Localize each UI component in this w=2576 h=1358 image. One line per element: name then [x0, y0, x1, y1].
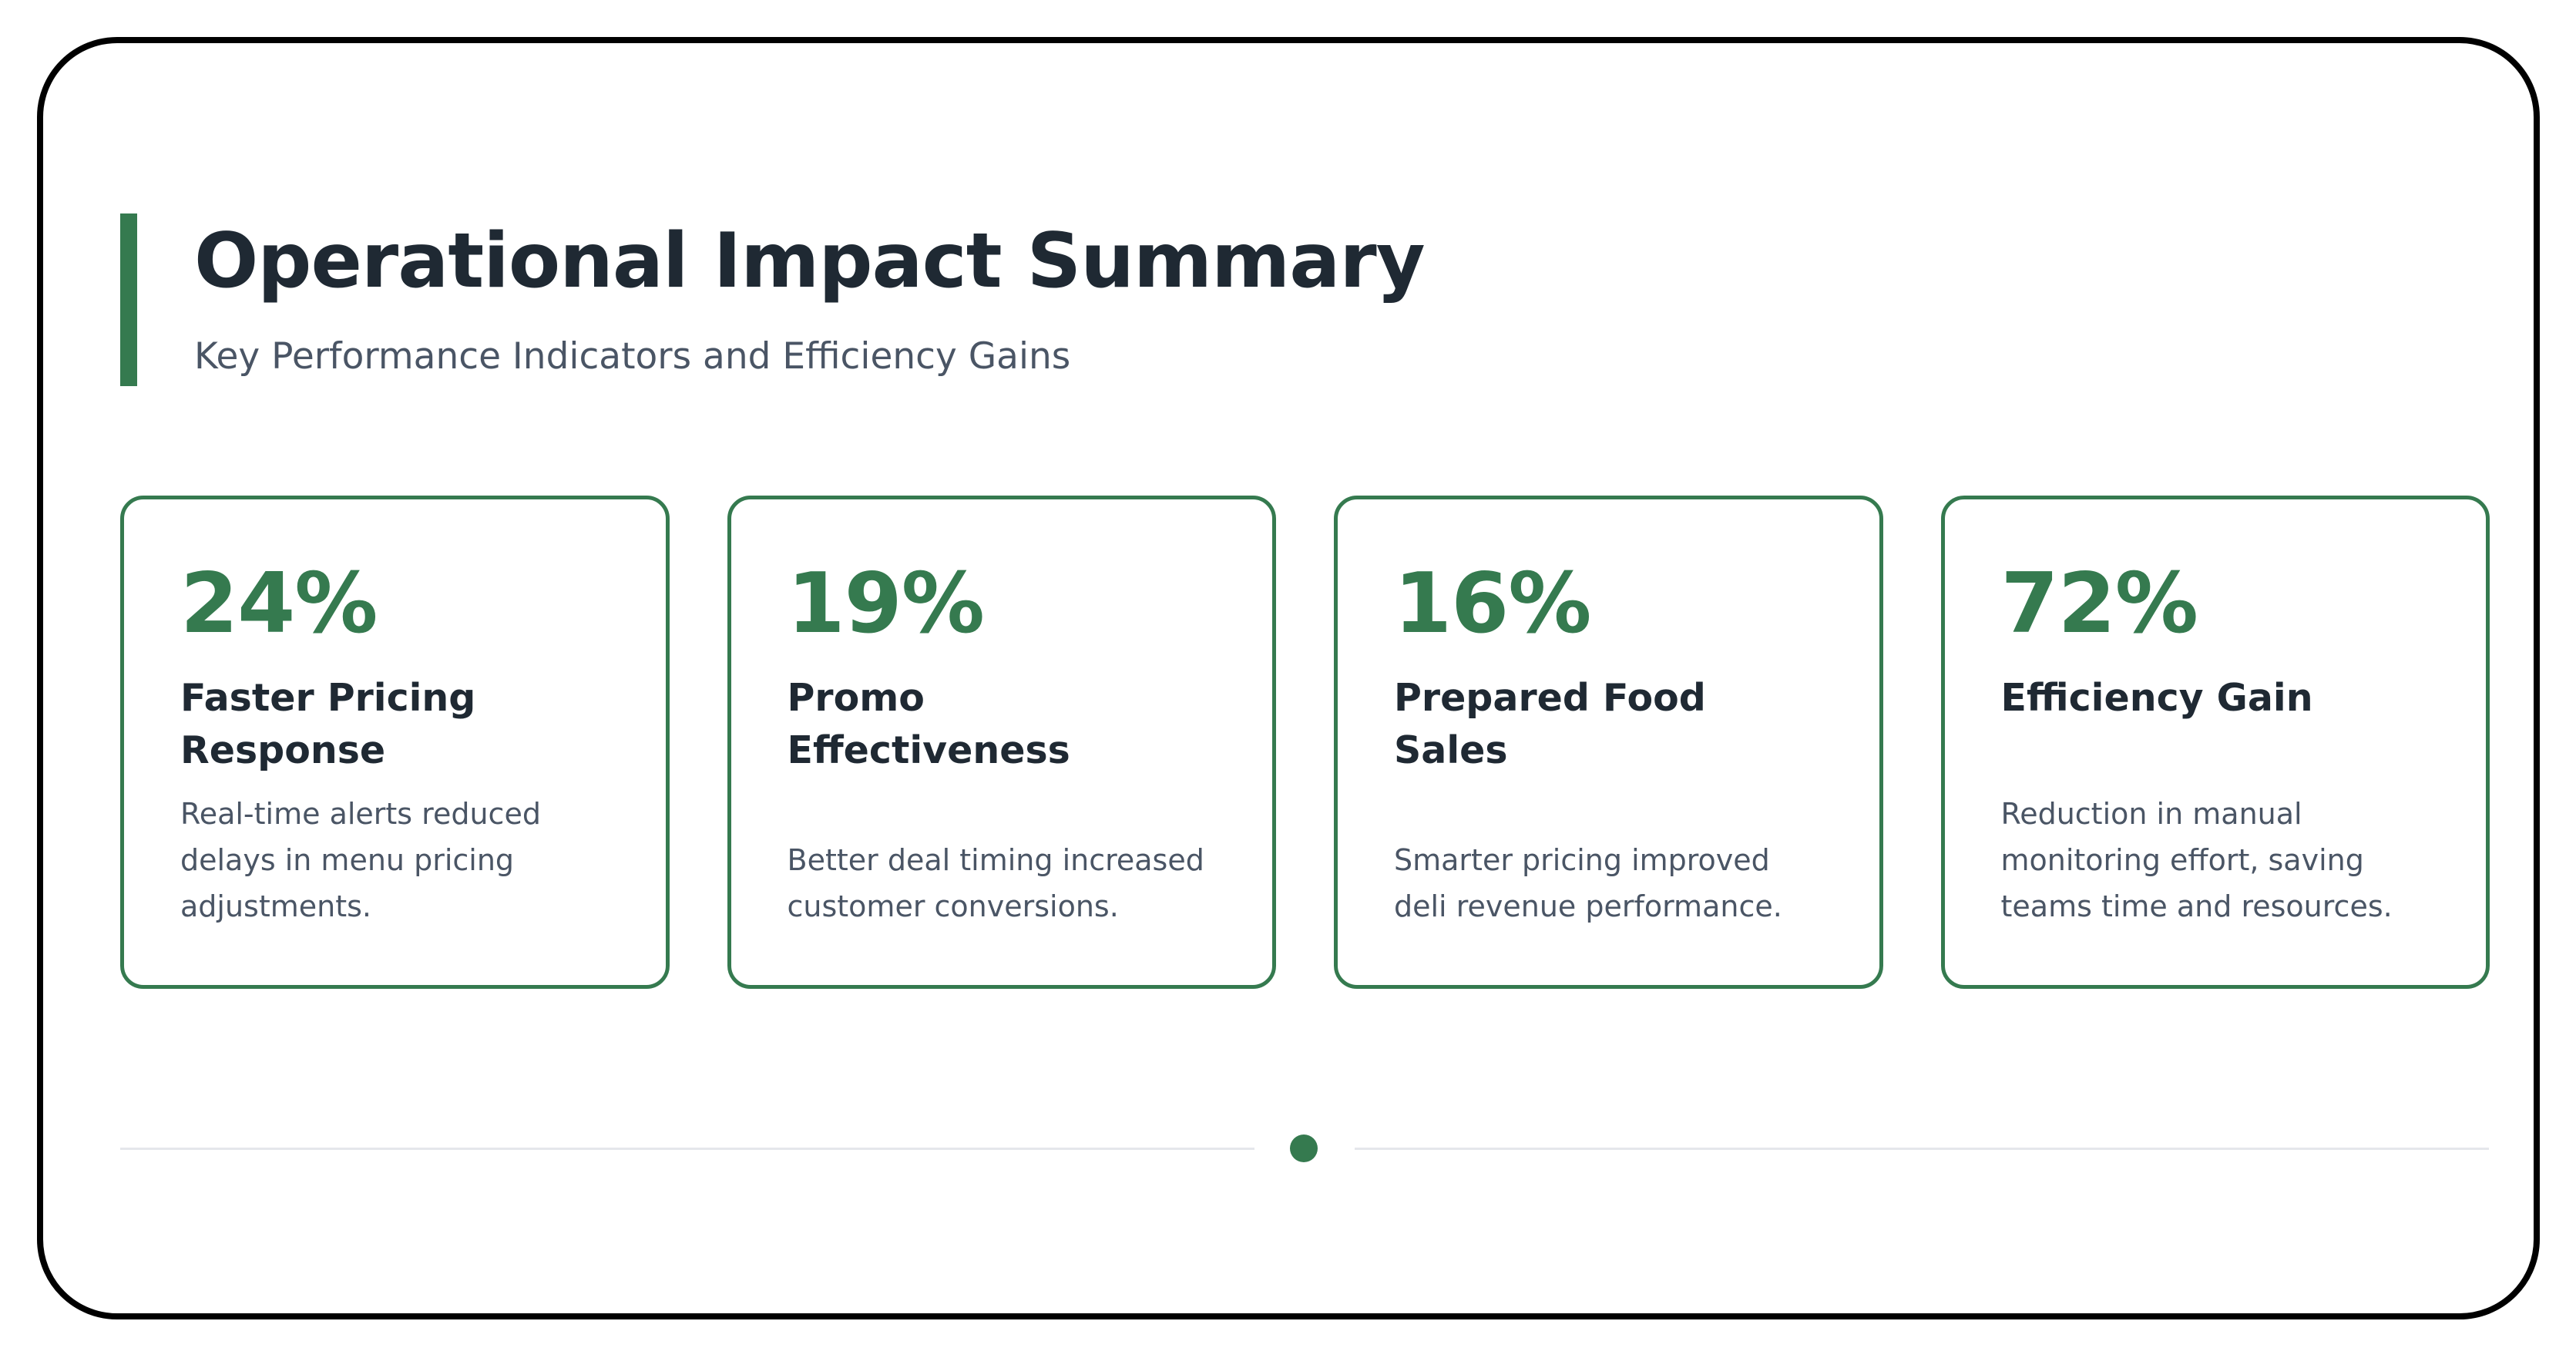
- pagination-dot-active[interactable]: [1290, 1134, 1318, 1162]
- footer-divider-right: [1355, 1148, 2489, 1150]
- kpi-description: Smarter pricing improved deli revenue pe…: [1394, 843, 1782, 923]
- kpi-description: Better deal timing increased customer co…: [787, 843, 1204, 923]
- kpi-description: Reduction in manual monitoring effort, s…: [2000, 797, 2393, 923]
- kpi-card-grid: 24% Faster Pricing Response Real-time al…: [120, 496, 2490, 989]
- kpi-card-promo-effectiveness: 19% Promo Effectiveness Better deal timi…: [727, 496, 1276, 989]
- kpi-card-efficiency-gain: 72% Efficiency Gain Reduction in manual …: [1940, 496, 2490, 989]
- kpi-heading: Faster Pricing Response: [180, 676, 476, 772]
- kpi-value: 19%: [787, 556, 986, 652]
- page-subtitle: Key Performance Indicators and Efficienc…: [194, 335, 1071, 378]
- title-accent-bar: [120, 213, 137, 386]
- kpi-heading: Efficiency Gain: [2000, 676, 2313, 720]
- page-title: Operational Impact Summary: [194, 217, 1426, 305]
- kpi-card-prepared-food-sales: 16% Prepared Food Sales Smarter pricing …: [1334, 496, 1883, 989]
- kpi-value: 16%: [1394, 556, 1592, 652]
- kpi-heading: Promo Effectiveness: [787, 676, 1070, 772]
- kpi-value: 24%: [180, 556, 378, 652]
- kpi-heading: Prepared Food Sales: [1394, 676, 1706, 772]
- footer-divider-left: [120, 1148, 1254, 1150]
- kpi-description: Real-time alerts reduced delays in menu …: [180, 797, 541, 923]
- kpi-value: 72%: [2000, 556, 2199, 652]
- kpi-card-pricing-response: 24% Faster Pricing Response Real-time al…: [120, 496, 670, 989]
